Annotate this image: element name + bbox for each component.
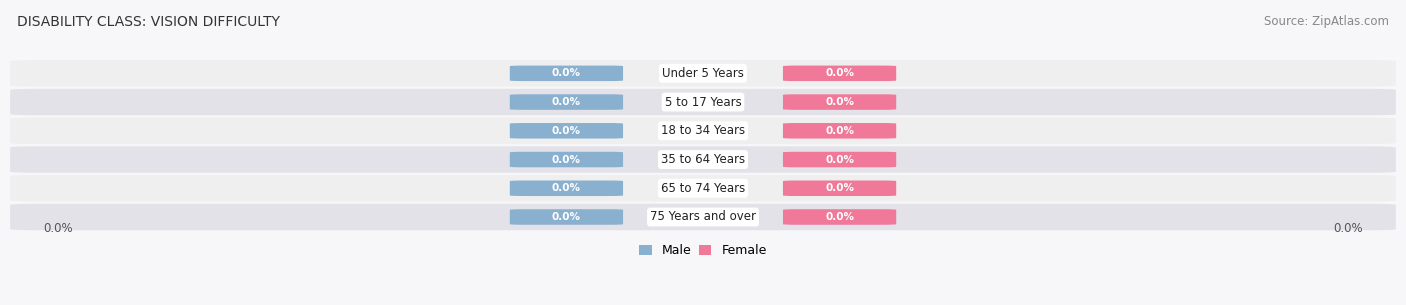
- Text: 0.0%: 0.0%: [553, 68, 581, 78]
- Text: 0.0%: 0.0%: [825, 126, 853, 136]
- Text: 0.0%: 0.0%: [44, 222, 73, 235]
- FancyBboxPatch shape: [783, 181, 896, 196]
- FancyBboxPatch shape: [783, 66, 896, 81]
- Text: 0.0%: 0.0%: [553, 155, 581, 164]
- Text: 5 to 17 Years: 5 to 17 Years: [665, 95, 741, 109]
- FancyBboxPatch shape: [510, 123, 623, 138]
- Legend: Male, Female: Male, Female: [634, 239, 772, 262]
- Text: Under 5 Years: Under 5 Years: [662, 67, 744, 80]
- FancyBboxPatch shape: [510, 181, 623, 196]
- FancyBboxPatch shape: [10, 204, 1396, 230]
- FancyBboxPatch shape: [510, 209, 623, 225]
- FancyBboxPatch shape: [783, 209, 896, 225]
- Text: 0.0%: 0.0%: [825, 97, 853, 107]
- Text: 0.0%: 0.0%: [553, 126, 581, 136]
- Text: 0.0%: 0.0%: [553, 212, 581, 222]
- Text: 18 to 34 Years: 18 to 34 Years: [661, 124, 745, 137]
- Text: 0.0%: 0.0%: [825, 212, 853, 222]
- Text: 0.0%: 0.0%: [825, 68, 853, 78]
- FancyBboxPatch shape: [510, 152, 623, 167]
- FancyBboxPatch shape: [10, 175, 1396, 202]
- FancyBboxPatch shape: [10, 60, 1396, 87]
- FancyBboxPatch shape: [510, 66, 623, 81]
- FancyBboxPatch shape: [510, 94, 623, 110]
- Text: 0.0%: 0.0%: [1333, 222, 1362, 235]
- FancyBboxPatch shape: [783, 123, 896, 138]
- Text: Source: ZipAtlas.com: Source: ZipAtlas.com: [1264, 15, 1389, 28]
- Text: 0.0%: 0.0%: [553, 183, 581, 193]
- Text: 0.0%: 0.0%: [825, 155, 853, 164]
- FancyBboxPatch shape: [10, 89, 1396, 115]
- FancyBboxPatch shape: [10, 118, 1396, 144]
- Text: 0.0%: 0.0%: [825, 183, 853, 193]
- FancyBboxPatch shape: [10, 146, 1396, 173]
- Text: 0.0%: 0.0%: [553, 97, 581, 107]
- Text: 35 to 64 Years: 35 to 64 Years: [661, 153, 745, 166]
- FancyBboxPatch shape: [783, 152, 896, 167]
- Text: 75 Years and over: 75 Years and over: [650, 210, 756, 224]
- Text: DISABILITY CLASS: VISION DIFFICULTY: DISABILITY CLASS: VISION DIFFICULTY: [17, 15, 280, 29]
- FancyBboxPatch shape: [783, 94, 896, 110]
- Text: 65 to 74 Years: 65 to 74 Years: [661, 182, 745, 195]
